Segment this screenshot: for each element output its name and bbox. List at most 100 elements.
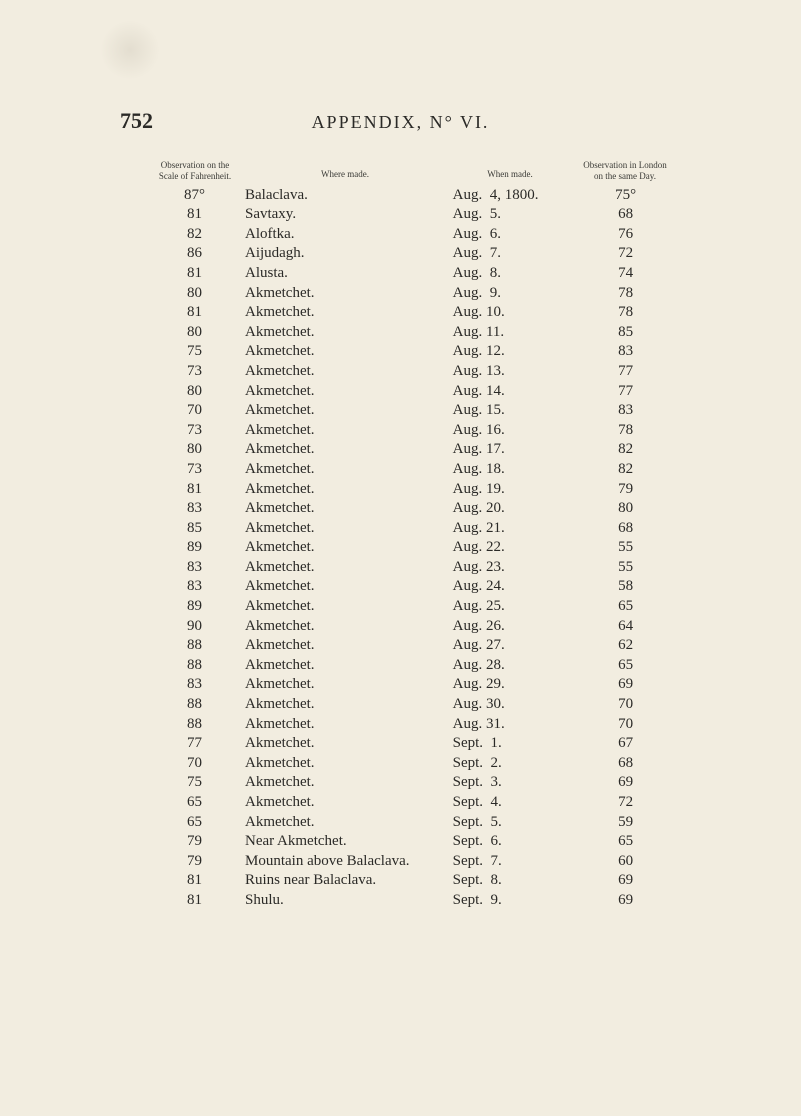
cell-when: Aug. 30. xyxy=(453,695,572,715)
cell-london: 76 xyxy=(571,225,680,245)
cell-london: 83 xyxy=(571,401,680,421)
table-row: 79Mountain above Balaclava.Sept. 7.60 xyxy=(150,852,680,872)
cell-scale: 86 xyxy=(150,244,239,264)
cell-where: Near Akmetchet. xyxy=(239,832,453,852)
cell-when: Aug. 29. xyxy=(453,675,572,695)
cell-scale: 90 xyxy=(150,617,239,637)
cell-scale: 88 xyxy=(150,715,239,735)
cell-scale: 80 xyxy=(150,440,239,460)
cell-london: 69 xyxy=(571,675,680,695)
cell-when: Aug. 15. xyxy=(453,401,572,421)
cell-where: Akmetchet. xyxy=(239,558,453,578)
table-row: 81Ruins near Balaclava.Sept. 8.69 xyxy=(150,871,680,891)
cell-where: Akmetchet. xyxy=(239,303,453,323)
table-row: 83Akmetchet.Aug. 23.55 xyxy=(150,558,680,578)
cell-scale: 85 xyxy=(150,519,239,539)
cell-when: Sept. 5. xyxy=(453,813,572,833)
page-title: APPENDIX, N° VI. xyxy=(0,112,801,133)
cell-scale: 73 xyxy=(150,460,239,480)
cell-when: Aug. 12. xyxy=(453,342,572,362)
observations-table: Observation on the Scale of Fahrenheit. … xyxy=(150,160,680,911)
cell-scale: 83 xyxy=(150,499,239,519)
cell-where: Savtaxy. xyxy=(239,205,453,225)
cell-london: 59 xyxy=(571,813,680,833)
cell-london: 83 xyxy=(571,342,680,362)
col-header-when: When made. xyxy=(450,160,570,182)
cell-scale: 89 xyxy=(150,538,239,558)
cell-london: 58 xyxy=(571,577,680,597)
cell-when: Sept. 4. xyxy=(453,793,572,813)
cell-scale: 80 xyxy=(150,284,239,304)
cell-london: 55 xyxy=(571,538,680,558)
cell-scale: 81 xyxy=(150,205,239,225)
cell-scale: 81 xyxy=(150,480,239,500)
cell-where: Akmetchet. xyxy=(239,362,453,382)
cell-when: Aug. 6. xyxy=(453,225,572,245)
cell-scale: 81 xyxy=(150,891,239,911)
cell-scale: 83 xyxy=(150,577,239,597)
cell-london: 64 xyxy=(571,617,680,637)
cell-scale: 83 xyxy=(150,675,239,695)
table-row: 65Akmetchet.Sept. 5.59 xyxy=(150,813,680,833)
cell-where: Akmetchet. xyxy=(239,597,453,617)
cell-scale: 70 xyxy=(150,401,239,421)
table-row: 80Akmetchet.Aug. 14.77 xyxy=(150,382,680,402)
cell-scale: 75 xyxy=(150,342,239,362)
cell-london: 69 xyxy=(571,773,680,793)
cell-london: 69 xyxy=(571,891,680,911)
cell-london: 65 xyxy=(571,597,680,617)
table-row: 73Akmetchet.Aug. 16.78 xyxy=(150,421,680,441)
cell-london: 68 xyxy=(571,519,680,539)
cell-when: Sept. 1. xyxy=(453,734,572,754)
cell-london: 55 xyxy=(571,558,680,578)
cell-where: Akmetchet. xyxy=(239,734,453,754)
cell-where: Akmetchet. xyxy=(239,617,453,637)
table-row: 88Akmetchet.Aug. 28.65 xyxy=(150,656,680,676)
cell-where: Akmetchet. xyxy=(239,323,453,343)
cell-where: Balaclava. xyxy=(239,186,453,206)
cell-london: 70 xyxy=(571,715,680,735)
cell-where: Akmetchet. xyxy=(239,480,453,500)
cell-when: Sept. 2. xyxy=(453,754,572,774)
cell-when: Aug. 17. xyxy=(453,440,572,460)
cell-scale: 81 xyxy=(150,264,239,284)
cell-when: Sept. 9. xyxy=(453,891,572,911)
table-header-row: Observation on the Scale of Fahrenheit. … xyxy=(150,160,680,182)
cell-london: 68 xyxy=(571,754,680,774)
cell-when: Aug. 9. xyxy=(453,284,572,304)
cell-scale: 73 xyxy=(150,362,239,382)
table-row: 70Akmetchet.Sept. 2.68 xyxy=(150,754,680,774)
table-row: 88Akmetchet.Aug. 30.70 xyxy=(150,695,680,715)
cell-scale: 79 xyxy=(150,832,239,852)
cell-scale: 73 xyxy=(150,421,239,441)
table-body: 87°Balaclava.Aug. 4, 1800.75°81Savtaxy.A… xyxy=(150,186,680,911)
table-row: 81Savtaxy.Aug. 5.68 xyxy=(150,205,680,225)
cell-when: Aug. 5. xyxy=(453,205,572,225)
cell-where: Akmetchet. xyxy=(239,284,453,304)
col-header-london-line2: on the same Day. xyxy=(594,171,656,181)
cell-scale: 65 xyxy=(150,813,239,833)
cell-when: Aug. 14. xyxy=(453,382,572,402)
col-header-scale-line1: Observation on the xyxy=(161,160,229,170)
table-row: 80Akmetchet.Aug. 11.85 xyxy=(150,323,680,343)
table-row: 75Akmetchet.Sept. 3.69 xyxy=(150,773,680,793)
table-row: 81Alusta.Aug. 8.74 xyxy=(150,264,680,284)
cell-when: Aug. 24. xyxy=(453,577,572,597)
cell-scale: 79 xyxy=(150,852,239,872)
table-row: 80Akmetchet.Aug. 17.82 xyxy=(150,440,680,460)
table-row: 65Akmetchet.Sept. 4.72 xyxy=(150,793,680,813)
cell-when: Aug. 22. xyxy=(453,538,572,558)
cell-london: 67 xyxy=(571,734,680,754)
cell-when: Aug. 23. xyxy=(453,558,572,578)
cell-where: Akmetchet. xyxy=(239,793,453,813)
cell-where: Akmetchet. xyxy=(239,695,453,715)
cell-when: Sept. 8. xyxy=(453,871,572,891)
cell-london: 74 xyxy=(571,264,680,284)
cell-london: 65 xyxy=(571,832,680,852)
cell-where: Ruins near Balaclava. xyxy=(239,871,453,891)
table-row: 79Near Akmetchet.Sept. 6.65 xyxy=(150,832,680,852)
table-row: 83Akmetchet.Aug. 24.58 xyxy=(150,577,680,597)
cell-when: Aug. 10. xyxy=(453,303,572,323)
cell-london: 78 xyxy=(571,284,680,304)
cell-when: Aug. 4, 1800. xyxy=(453,186,572,206)
